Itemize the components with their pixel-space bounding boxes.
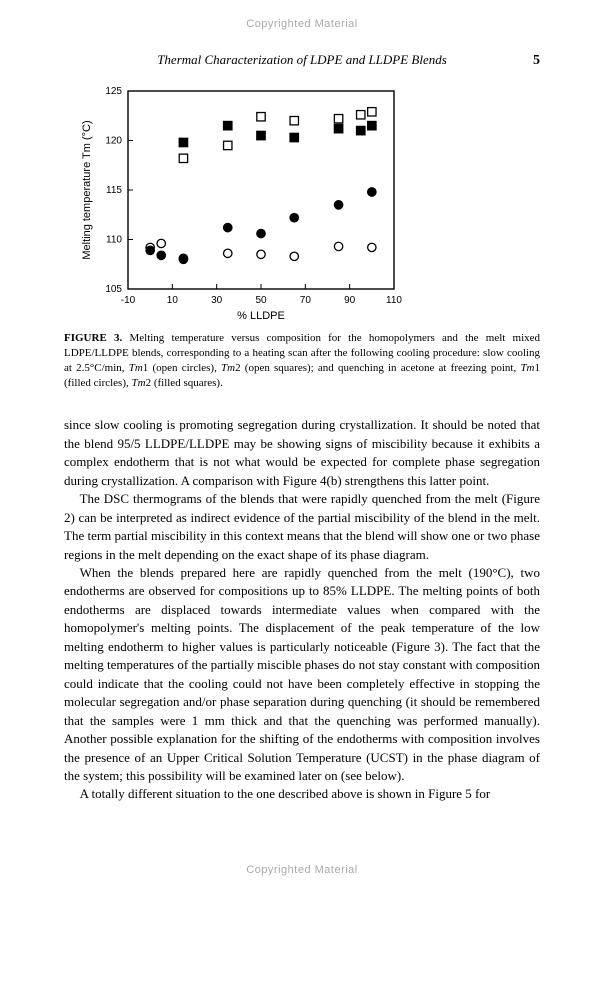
svg-text:105: 105 [105,284,122,295]
svg-text:115: 115 [106,185,122,196]
caption-text: 2 (open squares); and quenching in aceto… [235,362,520,374]
caption-text: 2 (filled squares). [146,377,223,389]
svg-text:70: 70 [300,295,312,306]
chart-container: -10 10 30 50 70 90 110 105 110 115 120 125 % LLDPE Me… [74,79,540,321]
figure-caption: FIGURE 3. Melting temperature versus com… [64,331,540,390]
svg-text:90: 90 [344,295,356,306]
caption-eq: Tm [132,377,146,389]
copyright-footer: Copyrighted Material [64,864,540,876]
caption-eq: Tm [520,362,534,374]
svg-text:-10: -10 [121,295,136,306]
paragraph: since slow cooling is promoting segregat… [64,416,540,490]
svg-text:10: 10 [167,295,179,306]
caption-eq: Tm [221,362,235,374]
paragraph: The DSC thermograms of the blends that w… [64,490,540,564]
svg-text:50: 50 [255,295,267,306]
paragraph: When the blends prepared here are rapidl… [64,564,540,785]
page: Copyrighted Material Thermal Characteriz… [0,0,600,904]
svg-text:Melting temperature Tm (°C): Melting temperature Tm (°C) [81,120,93,259]
page-number: 5 [512,53,540,69]
svg-text:125: 125 [105,86,122,97]
caption-label: FIGURE 3. [64,332,122,344]
scatter-chart: -10 10 30 50 70 90 110 105 110 115 120 125 % LLDPE Me… [74,79,404,321]
svg-text:% LLDPE: % LLDPE [237,310,285,321]
caption-text: 1 (open circles), [143,362,221,374]
paragraph: A totally different situation to the one… [64,785,540,803]
caption-eq: Tm [129,362,143,374]
figure-3: -10 10 30 50 70 90 110 105 110 115 120 125 % LLDPE Me… [64,79,540,390]
body-text: since slow cooling is promoting segregat… [64,416,540,804]
copyright-header: Copyrighted Material [64,18,540,30]
svg-text:120: 120 [105,136,122,147]
running-head: Thermal Characterization of LDPE and LLD… [64,52,540,69]
svg-text:110: 110 [386,295,402,306]
running-title: Thermal Characterization of LDPE and LLD… [92,52,512,68]
svg-text:110: 110 [106,235,122,246]
svg-text:30: 30 [211,295,223,306]
